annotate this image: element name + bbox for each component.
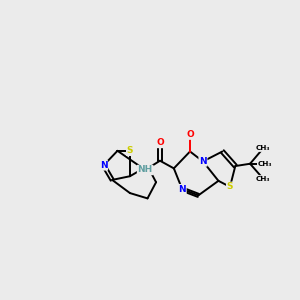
- Text: N: N: [178, 185, 186, 194]
- Text: CH₃: CH₃: [256, 176, 270, 182]
- Text: CH₃: CH₃: [257, 161, 272, 167]
- Text: S: S: [127, 146, 133, 155]
- Text: O: O: [186, 130, 194, 139]
- Text: N: N: [199, 157, 207, 166]
- Text: NH: NH: [138, 166, 153, 175]
- Text: N: N: [100, 161, 107, 170]
- Text: CH₃: CH₃: [256, 146, 270, 152]
- Text: S: S: [227, 182, 233, 191]
- Text: O: O: [156, 139, 164, 148]
